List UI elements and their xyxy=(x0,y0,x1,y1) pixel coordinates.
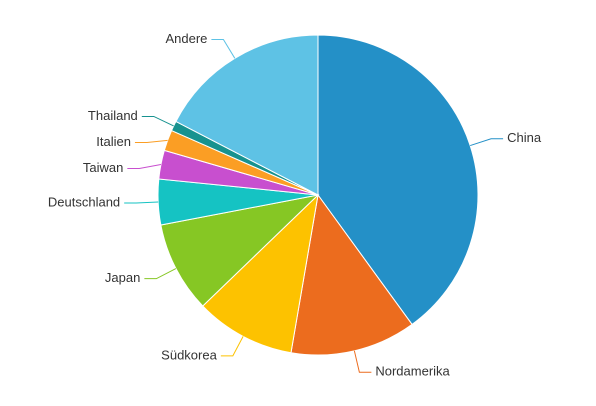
slice-label: China xyxy=(507,130,542,145)
leader-line xyxy=(220,336,244,357)
leader-line xyxy=(127,164,162,169)
slice-label: Deutschland xyxy=(48,194,120,209)
leader-line xyxy=(211,39,236,59)
slice-label: Andere xyxy=(165,31,207,46)
slice-label: Thailand xyxy=(88,108,138,123)
leader-line xyxy=(353,350,372,373)
leader-line xyxy=(134,139,168,143)
slice-label: Nordamerika xyxy=(375,364,450,379)
pie-slice xyxy=(317,34,479,326)
slice-label: Japan xyxy=(105,270,140,285)
leader-line xyxy=(141,115,174,127)
slice-label: Südkorea xyxy=(161,347,217,362)
pie-slice xyxy=(160,194,320,307)
pie-slice xyxy=(290,193,413,356)
leader-line xyxy=(470,138,504,147)
pie-slice xyxy=(175,34,319,196)
leader-line xyxy=(144,268,177,280)
slice-label: Taiwan xyxy=(83,160,123,175)
slice-label: Italien xyxy=(96,134,131,149)
leader-line xyxy=(124,201,159,204)
pie-slice xyxy=(202,193,319,354)
